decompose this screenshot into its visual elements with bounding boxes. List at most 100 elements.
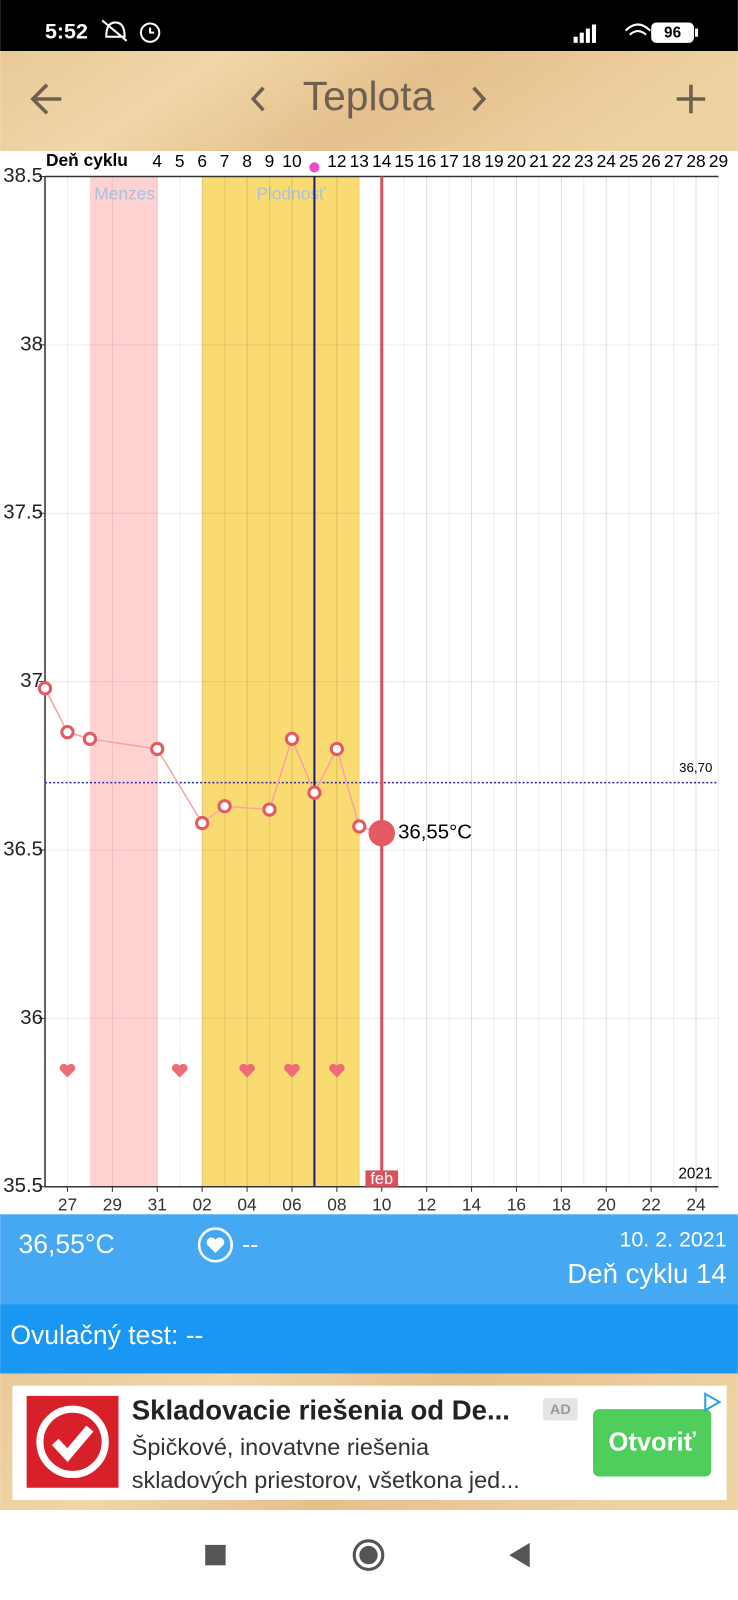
battery (651, 22, 694, 43)
signal (573, 24, 597, 43)
x-tick-label: 18 (552, 1195, 571, 1215)
month-badge (365, 1170, 399, 1187)
nav-home-dot (359, 1545, 378, 1565)
back-button[interactable] (30, 83, 62, 115)
y-tick-label: 36.5 (3, 838, 43, 860)
ad-title: Skladovacie riešenia od De... (132, 1395, 510, 1426)
cycle-day-label: 7 (220, 151, 230, 171)
ad-line: skladových priestorov, všetkona jed... (132, 1467, 520, 1493)
cycle-day-label: 14 (372, 151, 392, 171)
cycle-day-label: 10 (282, 151, 301, 171)
heart (171, 1063, 188, 1078)
x-tick-label: 10 (372, 1195, 391, 1215)
cycle-day-label: 20 (507, 151, 526, 171)
month-label: feb (370, 1170, 393, 1188)
cycle-day-label: 18 (462, 151, 481, 171)
info-temperature: 36,55°C (18, 1229, 114, 1259)
info-heart: -- (242, 1231, 258, 1258)
point (195, 815, 210, 831)
point (37, 681, 53, 696)
current-value-label: 36,55°C (398, 822, 472, 844)
point (329, 741, 345, 757)
cycle-day-label: 24 (597, 151, 617, 171)
x-tick-label: 08 (327, 1195, 346, 1215)
ovulation-dot (309, 162, 320, 173)
x-tick-label: 16 (507, 1195, 526, 1215)
clock: 5:52 (45, 19, 88, 43)
band-label: Menzes (94, 183, 155, 203)
cycle-day-label: 12 (327, 151, 346, 171)
cycle-day-label: 4 (152, 151, 162, 171)
point (82, 731, 98, 747)
ovulation-test[interactable]: Ovulačný test: -- (10, 1320, 203, 1350)
heart (329, 1063, 345, 1078)
band-label: Plodnosť (256, 183, 326, 203)
next-button[interactable] (472, 86, 487, 112)
x-tick-label: 12 (417, 1195, 436, 1215)
ad-badge-box (542, 1397, 578, 1421)
x-tick-label: 29 (103, 1195, 122, 1215)
cycle-day-label: 26 (642, 151, 661, 171)
point (60, 725, 75, 740)
nav-recents[interactable] (205, 1544, 226, 1566)
x-tick-label: 24 (686, 1195, 706, 1215)
status-icons (101, 19, 651, 43)
add-button[interactable] (676, 84, 706, 114)
band (89, 176, 158, 1187)
heart (284, 1063, 300, 1078)
cycle-day-label: 22 (552, 151, 571, 171)
x-tick-label: 20 (597, 1195, 616, 1215)
nav-back[interactable] (509, 1542, 530, 1568)
x-tick-label: 06 (282, 1195, 301, 1215)
cycle-day-label: 9 (265, 151, 275, 171)
cycle-day-label: 21 (529, 151, 548, 171)
cycle-day-label: 27 (664, 151, 683, 171)
info-date: 10. 2. 2021 (620, 1227, 727, 1251)
point (217, 799, 232, 814)
battery-level: 96 (664, 25, 681, 42)
point (307, 785, 322, 800)
cycle-day-label: 15 (395, 151, 414, 171)
ad-button[interactable] (592, 1409, 712, 1477)
x-tick-label: 14 (462, 1195, 482, 1215)
status-bar (0, 0, 738, 52)
x-axis-title: Deň cyklu (46, 150, 128, 170)
chart: Menzes Plodnosť 35.5 36 36.5 37 37.5 38 38.5Deň … (3, 150, 728, 1215)
cycle-day-label: 5 (175, 151, 185, 171)
ad-button-label[interactable]: Otvoriť (609, 1429, 697, 1457)
cycle-day-label: 25 (619, 151, 638, 171)
x-tick-label: 31 (148, 1195, 167, 1215)
y-tick-label: 36 (20, 1007, 43, 1029)
x-tick-label: 27 (58, 1195, 77, 1215)
x-tick-label: 04 (237, 1195, 257, 1215)
y-tick-label: 37 (20, 670, 43, 692)
ad-choices[interactable] (704, 1392, 722, 1412)
prev-button[interactable] (250, 86, 265, 112)
heart-icon[interactable] (197, 1227, 234, 1263)
cycle-day-label: 19 (484, 151, 503, 171)
y-tick-label: 38 (20, 333, 43, 355)
point (284, 731, 300, 747)
y-tick-label: 35.5 (3, 1175, 43, 1197)
ad-badge: AD (550, 1402, 571, 1418)
cycle-day-label: 16 (417, 151, 436, 171)
year-label: 2021 (678, 1166, 712, 1183)
heart-glyph (206, 1237, 225, 1254)
toolbar (0, 51, 738, 152)
cycle-day-label: 28 (686, 151, 705, 171)
band (202, 176, 360, 1187)
y-tick-label: 37.5 (3, 502, 43, 524)
reference-label: 36,70 (679, 760, 712, 775)
cycle-day-label: 6 (197, 151, 207, 171)
point (150, 741, 165, 757)
info-cycle-day: Deň cyklu 14 (567, 1258, 726, 1289)
current-point (368, 819, 396, 847)
cycle-day-label: 17 (439, 151, 458, 171)
y-tick-label: 38.5 (3, 165, 43, 187)
cycle-day-label: 8 (242, 151, 252, 171)
point (262, 802, 277, 817)
nav-home[interactable] (352, 1539, 385, 1571)
heart (239, 1063, 255, 1078)
